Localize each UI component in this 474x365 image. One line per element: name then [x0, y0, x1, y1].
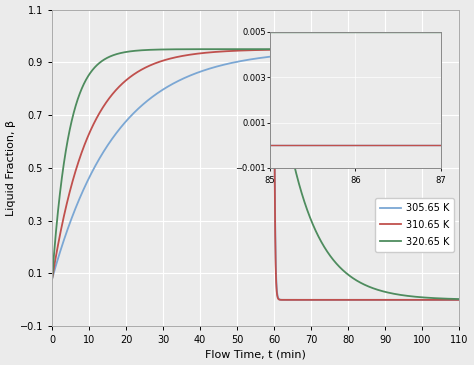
305.65 K [384, 298, 390, 302]
310.65 K [456, 298, 462, 302]
320.65 K [271, 47, 277, 51]
320.65 K [384, 290, 390, 295]
320.65 K [205, 47, 210, 51]
310.65 K [384, 298, 390, 302]
Y-axis label: Liquid Fraction, β: Liquid Fraction, β [6, 120, 16, 216]
320.65 K [293, 172, 299, 176]
320.65 K [456, 297, 462, 301]
310.65 K [314, 298, 320, 302]
320.65 K [123, 50, 129, 54]
Line: 310.65 K: 310.65 K [52, 50, 459, 300]
305.65 K [353, 298, 359, 302]
305.65 K [314, 298, 320, 302]
Line: 305.65 K: 305.65 K [52, 56, 459, 300]
310.65 K [271, 47, 277, 52]
Line: 320.65 K: 320.65 K [52, 49, 459, 299]
310.65 K [205, 50, 210, 55]
305.65 K [205, 67, 210, 72]
305.65 K [293, 298, 299, 302]
310.65 K [293, 298, 299, 302]
305.65 K [272, 54, 277, 58]
310.65 K [49, 277, 55, 281]
310.65 K [353, 298, 359, 302]
X-axis label: Flow Time, t (min): Flow Time, t (min) [205, 349, 306, 360]
305.65 K [49, 277, 55, 281]
310.65 K [123, 78, 129, 82]
305.65 K [456, 298, 462, 302]
Legend: 305.65 K, 310.65 K, 320.65 K: 305.65 K, 310.65 K, 320.65 K [375, 198, 455, 251]
320.65 K [314, 231, 320, 236]
320.65 K [353, 278, 359, 282]
305.65 K [123, 119, 129, 123]
320.65 K [49, 277, 55, 281]
